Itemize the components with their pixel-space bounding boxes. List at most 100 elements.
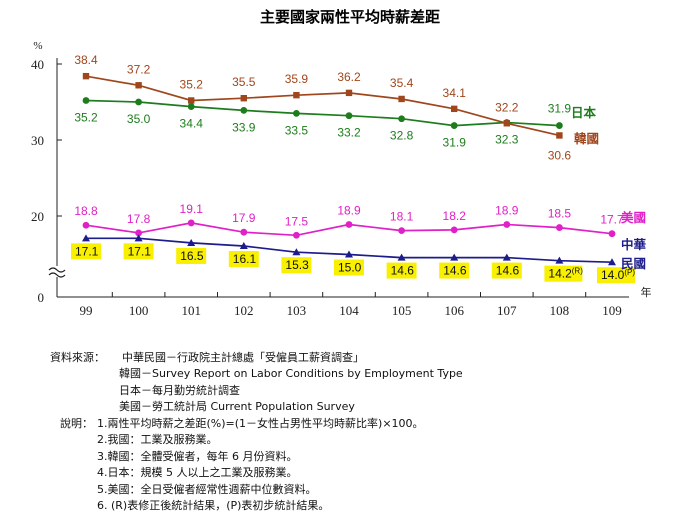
data-point: [135, 98, 143, 106]
data-point: [345, 89, 353, 97]
data-point: [556, 224, 563, 231]
data-label-highlight: [544, 265, 583, 282]
y-tick-label: 40: [31, 57, 44, 72]
source-japan: 日本－每月勤労統計調查: [119, 384, 240, 397]
series-name-label: 民國: [621, 256, 646, 271]
data-point: [450, 253, 459, 261]
data-label: 17.7: [600, 213, 624, 227]
source-usa: 美國－勞工統計局 Current Population Survey: [119, 400, 355, 413]
x-axis-unit: 年: [641, 285, 652, 299]
data-label: 15.0: [338, 261, 362, 275]
data-label: 35.0: [127, 112, 151, 126]
data-point: [345, 112, 353, 120]
data-label: 30.6: [548, 148, 572, 162]
data-label: 32.8: [390, 129, 414, 143]
data-point: [398, 227, 405, 235]
data-point: [240, 95, 247, 102]
data-label: 35.9: [285, 72, 309, 86]
data-label: 32.2: [495, 100, 519, 114]
data-point: [398, 115, 405, 123]
data-point: [345, 221, 353, 228]
data-label-highlight: [123, 243, 154, 260]
series-name-label: 日本: [571, 105, 597, 120]
note-item-4: 4.日本：規模 5 人以上之工業及服務業。: [97, 466, 298, 479]
axis-break-mask: [50, 266, 64, 277]
data-label-highlight: [439, 262, 470, 279]
data-label: 35.4: [390, 76, 414, 90]
axis-break-mark: [48, 272, 66, 278]
data-label: 33.5: [285, 123, 309, 137]
data-point: [293, 231, 300, 239]
data-point: [608, 258, 616, 266]
data-label: 17.1: [128, 244, 152, 258]
data-label: 35.5: [232, 75, 256, 89]
series-layer: 35.2 35.0 34.4 33.9 33.5 33.2 32.8 31.9 32.3 31.9…: [71, 53, 647, 284]
data-point: [555, 256, 564, 264]
data-label: 38.4: [74, 53, 98, 67]
data-point: [608, 230, 616, 238]
data-label: 18.9: [495, 203, 519, 217]
note-item-5: 5.美國：全日受僱者經常性週薪中位數資料。: [97, 483, 317, 496]
data-point: [503, 120, 510, 127]
x-tick-label: 100: [129, 303, 149, 318]
series-line: [86, 237, 613, 264]
data-label: 16.5: [180, 249, 204, 263]
data-point: [293, 91, 300, 99]
source-taiwan: 中華民國－行政院主計總處「受僱員工薪資調查」: [122, 351, 364, 364]
data-label-mark: (R): [572, 267, 583, 276]
data-label-highlight: [228, 251, 259, 268]
data-label: 17.8: [127, 212, 151, 226]
data-label: 18.5: [548, 207, 572, 221]
axis-break-mark: [48, 267, 66, 273]
data-point: [187, 219, 195, 227]
data-point: [398, 95, 405, 103]
data-label: 37.2: [127, 62, 151, 76]
note-item-6: 6. (R)表修正後統計結果，(P)表初步統計結果。: [97, 499, 330, 512]
data-label: 15.3: [285, 258, 309, 272]
data-point: [187, 238, 196, 246]
notes: 資料來源： 中華民國－行政院主計總處「受僱員工薪資調查」 韓國－Survey R…: [0, 346, 691, 516]
data-point: [135, 229, 143, 237]
data-label: 18.8: [74, 204, 98, 218]
y-tick-label: 0: [38, 290, 45, 305]
data-point: [187, 103, 195, 110]
data-label: 18.2: [443, 209, 467, 223]
data-label-mark: (P): [624, 268, 635, 277]
data-point: [292, 248, 301, 256]
data-label-highlight: [281, 257, 312, 274]
x-tick-label: 99: [80, 303, 93, 318]
x-tick-label: 106: [444, 303, 464, 318]
chart: 主要國家兩性平均時薪差距 0 20 30 40% 99 100 101 102 103 104 10…: [31, 8, 652, 318]
data-point: [450, 226, 458, 234]
x-tick-label: 105: [392, 303, 412, 318]
data-point: [82, 221, 90, 229]
data-label: 35.2: [74, 110, 98, 124]
data-label: 34.4: [180, 117, 204, 131]
series-line: [85, 75, 560, 137]
data-point: [240, 228, 248, 236]
data-label: 18.1: [390, 210, 414, 224]
explain-title: 說明：: [60, 417, 93, 430]
data-label: 36.2: [337, 70, 361, 84]
data-point: [188, 97, 195, 104]
data-label: 14.6: [391, 264, 415, 278]
data-point: [134, 234, 143, 242]
data-label: 35.2: [180, 77, 204, 91]
data-point: [556, 132, 563, 139]
y-tick-label: 20: [31, 209, 44, 224]
x-tick-label: 104: [339, 303, 359, 318]
note-item-1: 1.兩性平均時薪之差距(%)=(1－女性占男性平均時薪比率)×100。: [97, 417, 424, 430]
data-label: 19.1: [180, 202, 204, 216]
data-label: 31.9: [548, 102, 572, 116]
data-point: [503, 221, 511, 228]
note-item-3: 3.韓國：全體受僱者，每年 6 月份資料。: [97, 450, 298, 463]
data-point: [345, 250, 353, 258]
series-name-label: 中華: [621, 237, 647, 252]
x-tick-label: 103: [287, 303, 307, 318]
y-tick-label: 30: [31, 133, 44, 148]
data-label: 31.9: [443, 136, 467, 150]
data-label: 16.1: [233, 252, 257, 266]
axes: 0 20 30 40% 99 100 101 102 103 104 105 106 107 108 109…: [31, 40, 652, 318]
series-2: 38.4 37.2 35.2 35.5 35.9 36.2 35.4 34.1 32.2 30.6…: [74, 53, 599, 162]
data-point: [239, 242, 248, 250]
